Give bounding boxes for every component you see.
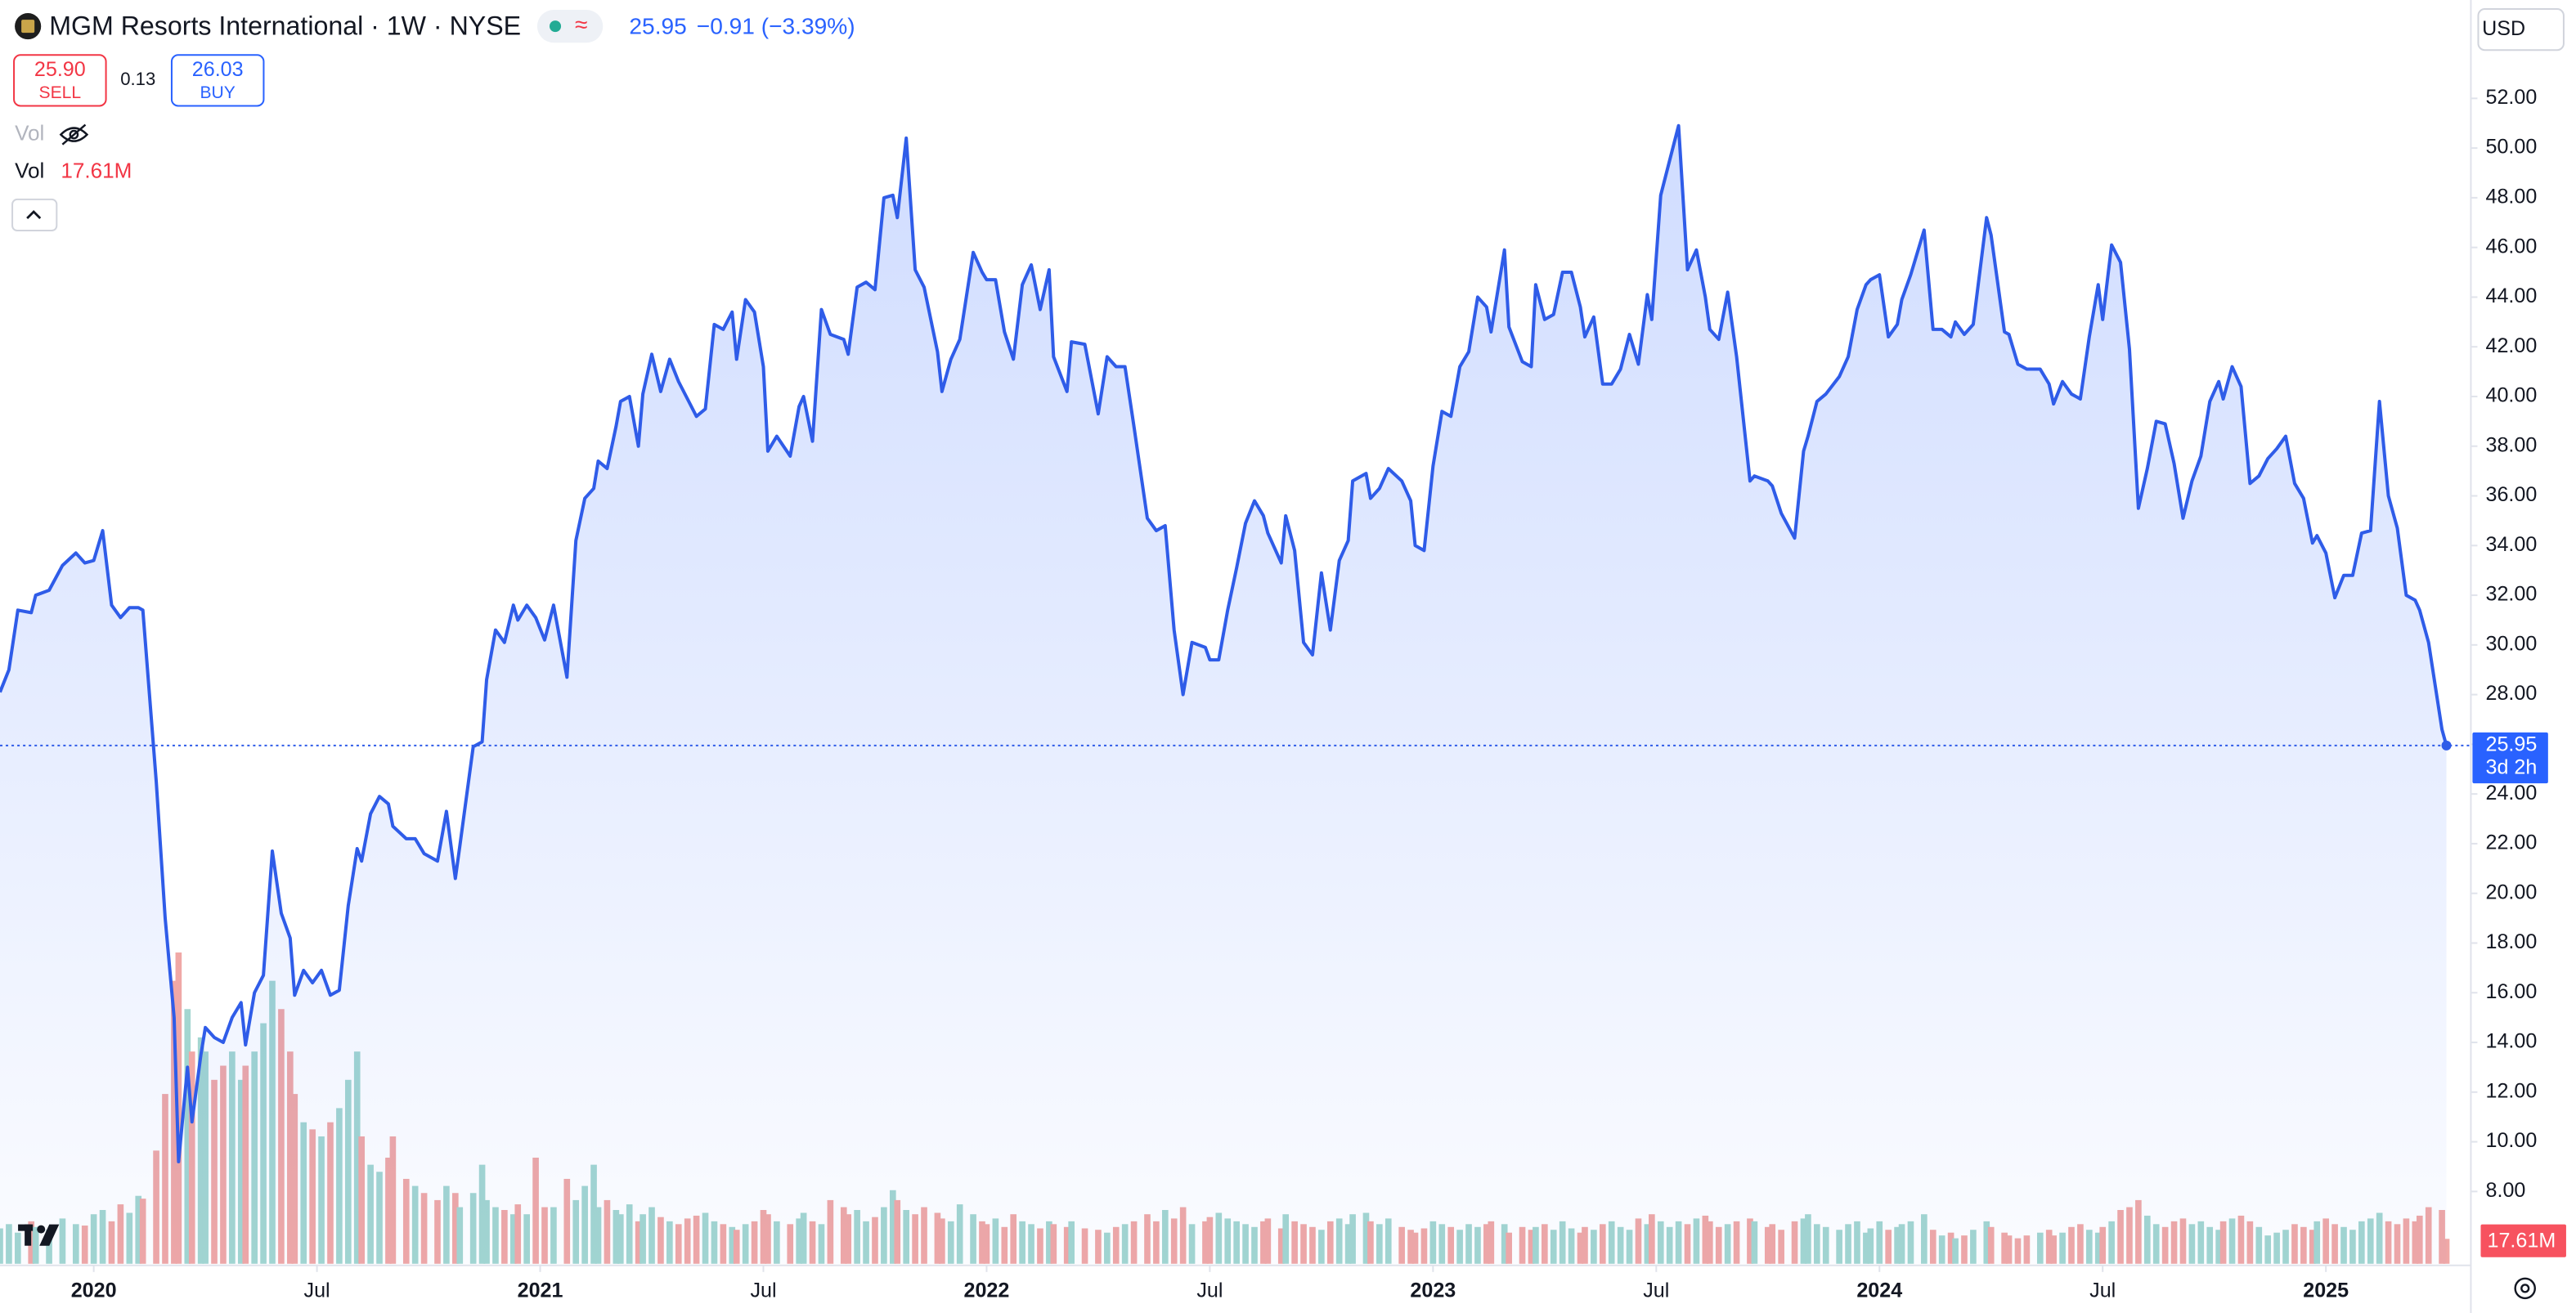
currency-button[interactable] <box>2477 8 2565 52</box>
last-price: 25.95 <box>629 14 686 39</box>
currency-label: USD <box>2482 17 2525 40</box>
y-tick-label: 22.00 <box>2486 831 2538 854</box>
price-area <box>0 125 2447 1264</box>
volume-value: 17.61M <box>61 159 132 183</box>
volume-bar <box>2443 1239 2450 1264</box>
chevron-up <box>26 209 42 219</box>
x-tick-label: 2021 <box>518 1279 563 1302</box>
y-tick-label: 42.00 <box>2486 334 2538 357</box>
x-tick-label: Jul <box>304 1279 330 1302</box>
x-tick-label: 2022 <box>964 1279 1010 1302</box>
sell-price: 25.90 <box>34 58 86 81</box>
x-tick-label: Jul <box>2089 1279 2116 1302</box>
y-tick-label: 16.00 <box>2486 980 2538 1003</box>
hidden-indicator: Vol <box>15 121 44 146</box>
buy-price: 26.03 <box>192 58 244 81</box>
y-tick-label: 20.00 <box>2486 881 2538 903</box>
y-tick-label: 30.00 <box>2486 632 2538 655</box>
y-tick-label: 44.00 <box>2486 285 2538 307</box>
x-tick-label: 2024 <box>1856 1279 1902 1302</box>
y-tick-label: 8.00 <box>2486 1179 2526 1202</box>
buy-button[interactable] <box>170 54 265 107</box>
x-tick-label: Jul <box>750 1279 776 1302</box>
tradingview-logo[interactable] <box>18 1224 60 1246</box>
plot-area <box>0 123 2450 1264</box>
price-badge-value: 25.95 <box>2486 733 2538 756</box>
price-line <box>0 123 2448 1163</box>
eye-hidden-icon[interactable] <box>59 123 89 146</box>
buy-label: BUY <box>200 83 236 102</box>
y-tick-label: 46.00 <box>2486 235 2538 258</box>
y-tick-label: 36.00 <box>2486 483 2538 506</box>
volume-badge <box>2480 1224 2566 1257</box>
y-tick-label: 40.00 <box>2486 384 2538 407</box>
symbol-logo-mark <box>21 20 35 34</box>
pill-symbol: ≈ <box>575 12 587 38</box>
y-tick-label: 24.00 <box>2486 782 2538 804</box>
volume-bar <box>175 952 182 1264</box>
y-tick-label: 18.00 <box>2486 930 2538 953</box>
x-tick-label: Jul <box>1196 1279 1223 1302</box>
y-tick-label: 28.00 <box>2486 682 2538 705</box>
status-pill[interactable] <box>536 10 604 43</box>
y-tick-label: 14.00 <box>2486 1030 2538 1053</box>
sell-button[interactable] <box>13 54 107 107</box>
sell-label: SELL <box>39 83 82 102</box>
x-tick-label: Jul <box>1643 1279 1669 1302</box>
price-change: −0.91 (−3.39%) <box>697 14 855 39</box>
last-price-dot <box>2441 740 2452 751</box>
spread: 0.13 <box>120 69 155 89</box>
x-tick-label: 2020 <box>71 1279 117 1302</box>
y-tick-label: 52.00 <box>2486 86 2538 109</box>
volume-badge-value: 17.61M <box>2488 1229 2556 1252</box>
market-status-dot <box>549 20 562 33</box>
y-tick-label: 38.00 <box>2486 433 2538 456</box>
symbol-title[interactable]: MGM Resorts International · 1W · NYSE <box>49 11 521 41</box>
y-tick-label: 48.00 <box>2486 186 2538 208</box>
volume-indicator[interactable]: Vol <box>15 159 44 183</box>
collapse-button[interactable] <box>11 198 58 232</box>
x-tick-label: 2023 <box>1410 1279 1456 1302</box>
y-tick-label: 10.00 <box>2486 1129 2538 1152</box>
settings-icon[interactable] <box>2514 1277 2536 1300</box>
y-tick-label: 50.00 <box>2486 136 2538 159</box>
y-tick-label: 32.00 <box>2486 583 2538 606</box>
price-badge-time: 3d 2h <box>2486 756 2538 779</box>
price-badge <box>2472 732 2548 784</box>
x-tick-label: 2025 <box>2303 1279 2349 1302</box>
y-tick-label: 34.00 <box>2486 533 2538 556</box>
y-tick-label: 12.00 <box>2486 1079 2538 1102</box>
